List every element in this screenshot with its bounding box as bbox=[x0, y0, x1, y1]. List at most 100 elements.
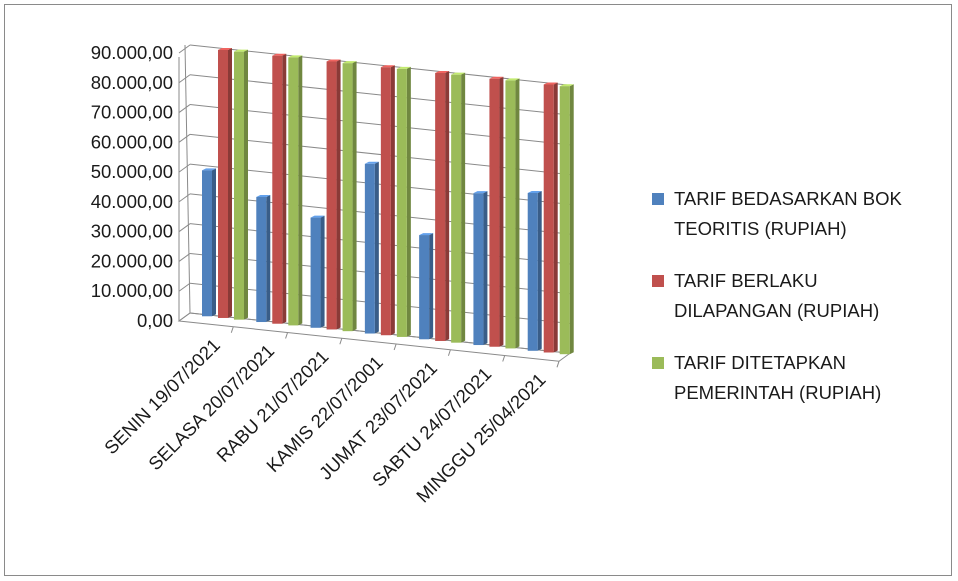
gridline bbox=[189, 44, 571, 86]
bar-top bbox=[380, 65, 395, 68]
bar-top bbox=[272, 53, 287, 56]
bar-top bbox=[310, 215, 325, 218]
legend-item-bok-teoritis: TARIF BEDASARKAN BOK TEORITIS (RUPIAH) bbox=[652, 184, 952, 244]
x-tick bbox=[556, 361, 560, 368]
y-tick-label: 10.000,00 bbox=[91, 280, 173, 301]
bar-side bbox=[336, 59, 341, 330]
bar bbox=[435, 72, 446, 341]
bar-top bbox=[505, 78, 520, 81]
bar bbox=[419, 235, 430, 340]
y-tick-label: 70.000,00 bbox=[91, 102, 173, 123]
bar-top bbox=[473, 191, 488, 194]
bar bbox=[473, 193, 484, 346]
bar bbox=[505, 80, 516, 349]
gridline-depth bbox=[178, 282, 191, 292]
bar-side bbox=[320, 215, 325, 328]
y-tick-label: 80.000,00 bbox=[91, 72, 173, 93]
bar-side bbox=[569, 84, 574, 355]
legend-label: PEMERINTAH (RUPIAH) bbox=[674, 382, 882, 403]
legend: TARIF BEDASARKAN BOK TEORITIS (RUPIAH) T… bbox=[652, 184, 952, 430]
bar-side bbox=[537, 190, 542, 351]
bar bbox=[202, 170, 212, 317]
bar-top bbox=[396, 66, 411, 69]
bar bbox=[489, 78, 500, 347]
bar-top bbox=[202, 168, 216, 171]
bar bbox=[451, 74, 462, 343]
bar-side bbox=[212, 168, 216, 317]
bar bbox=[364, 163, 375, 334]
bar-top bbox=[527, 190, 542, 193]
bar-side bbox=[374, 161, 379, 334]
gridline-depth bbox=[178, 44, 191, 54]
x-tick bbox=[230, 326, 234, 333]
x-tick bbox=[502, 355, 506, 362]
bar-side bbox=[429, 233, 434, 340]
bar-side bbox=[483, 191, 488, 346]
bar-side bbox=[352, 61, 357, 332]
bar-side bbox=[266, 194, 271, 323]
bar bbox=[234, 51, 244, 320]
y-axis-line bbox=[184, 44, 191, 314]
bar-top bbox=[256, 194, 271, 197]
x-tick-label: SENIN 19/07/2021 bbox=[100, 334, 224, 458]
bar bbox=[396, 68, 407, 337]
bar bbox=[310, 217, 321, 328]
gridline-depth bbox=[178, 312, 191, 322]
bar-top bbox=[489, 76, 504, 79]
bar-side bbox=[499, 76, 504, 347]
y-tick-label: 40.000,00 bbox=[91, 191, 173, 212]
gridline-depth bbox=[178, 163, 191, 173]
legend-swatch-green bbox=[652, 357, 664, 369]
y-tick-label: 50.000,00 bbox=[91, 161, 173, 182]
bar-top bbox=[364, 161, 379, 164]
gridline-depth bbox=[178, 253, 191, 262]
x-tick-label: RABU 21/07/2021 bbox=[212, 346, 332, 466]
y-tick-label: 20.000,00 bbox=[91, 250, 173, 271]
bar-top bbox=[559, 84, 574, 87]
legend-label: DILAPANGAN (RUPIAH) bbox=[674, 300, 880, 321]
bar bbox=[272, 55, 283, 324]
bar bbox=[218, 49, 228, 318]
x-tick bbox=[339, 338, 343, 345]
bar-side bbox=[553, 82, 558, 353]
x-tick bbox=[447, 349, 451, 356]
bar-top bbox=[234, 49, 248, 52]
bar-side bbox=[244, 49, 248, 320]
legend-item-ditetapkan-pemerintah: TARIF DITETAPKAN PEMERINTAH (RUPIAH) bbox=[652, 348, 952, 408]
y-tick-label: 30.000,00 bbox=[91, 221, 173, 242]
bar-side bbox=[390, 65, 395, 336]
legend-label: TARIF BERLAKU bbox=[674, 270, 818, 291]
x-tick-label: KAMIS 22/07/2001 bbox=[262, 352, 387, 477]
bar-top bbox=[218, 47, 232, 50]
bar bbox=[527, 192, 538, 351]
y-tick-label: 60.000,00 bbox=[91, 131, 173, 152]
bar-side bbox=[445, 70, 450, 341]
gridline-depth bbox=[178, 133, 191, 143]
bar bbox=[288, 57, 299, 326]
bar-side bbox=[461, 72, 466, 343]
legend-label: TARIF DITETAPKAN bbox=[674, 352, 846, 373]
bar-top bbox=[288, 55, 303, 58]
legend-swatch-blue bbox=[652, 193, 664, 205]
bar bbox=[342, 63, 353, 332]
gridline-depth bbox=[178, 74, 191, 84]
y-tick-label: 90.000,00 bbox=[91, 42, 173, 63]
bar-top bbox=[419, 233, 434, 236]
legend-item-berlaku-dilapangan: TARIF BERLAKU DILAPANGAN (RUPIAH) bbox=[652, 266, 952, 326]
bar bbox=[380, 67, 391, 336]
bar-top bbox=[342, 61, 357, 64]
bar-side bbox=[228, 47, 232, 318]
bar bbox=[559, 86, 570, 355]
bar-top bbox=[451, 72, 466, 75]
x-tick bbox=[285, 332, 289, 339]
x-tick bbox=[393, 343, 397, 351]
bar-side bbox=[282, 53, 287, 324]
gridline-depth bbox=[178, 104, 191, 113]
bar bbox=[256, 196, 267, 323]
legend-label: TEORITIS (RUPIAH) bbox=[674, 218, 847, 239]
bar-side bbox=[406, 66, 411, 337]
legend-label: TARIF BEDASARKAN BOK bbox=[674, 188, 902, 209]
bar-top bbox=[543, 82, 558, 85]
legend-swatch-red bbox=[652, 275, 664, 287]
